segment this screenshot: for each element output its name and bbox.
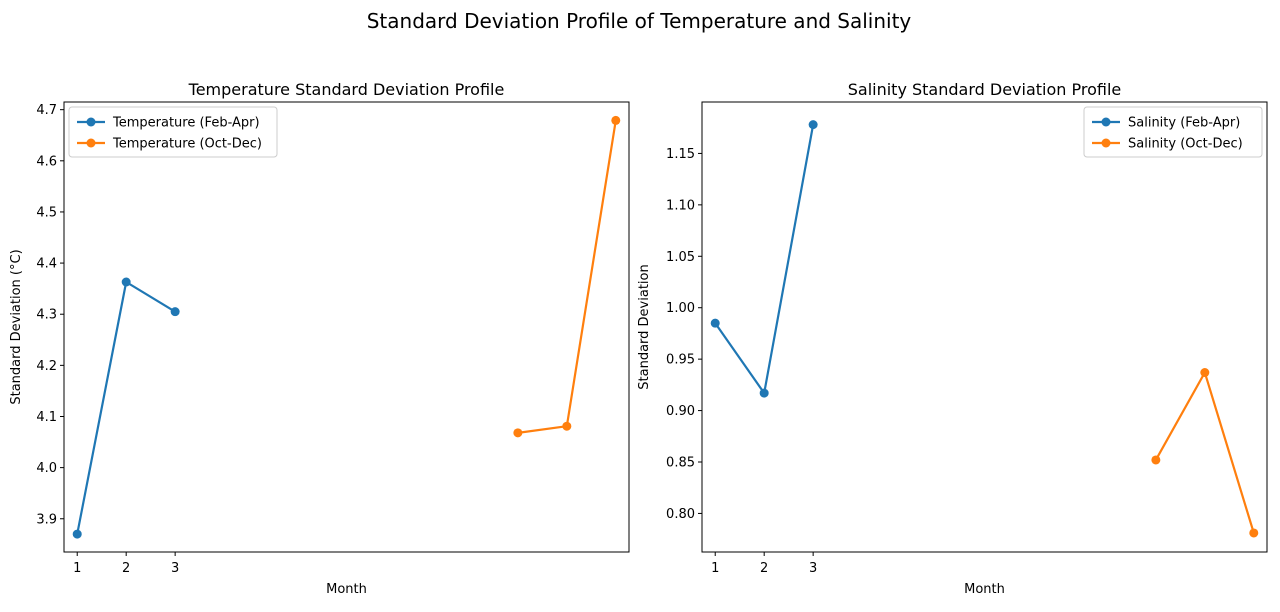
y-tick-label: 4.0 <box>36 461 57 476</box>
y-tick-label: 4.3 <box>36 308 57 323</box>
data-point <box>72 529 82 539</box>
y-tick-label: 0.90 <box>666 404 695 419</box>
data-point <box>170 307 180 317</box>
legend-box <box>68 106 278 158</box>
y-tick-label: 1.10 <box>666 198 695 213</box>
legend-marker <box>1101 117 1111 127</box>
data-point <box>513 428 523 438</box>
x-tick-label: 2 <box>122 561 130 576</box>
y-tick-label: 1.05 <box>666 250 695 265</box>
data-point <box>808 120 818 130</box>
legend-label: Temperature (Feb-Apr) <box>112 116 260 131</box>
series-2 <box>513 115 621 438</box>
chart-panel-1: Temperature Standard Deviation Profile 1 2… <box>9 80 630 597</box>
legend-marker <box>1101 138 1111 148</box>
legend: Temperature (Feb-Apr) Temperature (Oct-De… <box>68 106 278 158</box>
legend-label: Salinity (Feb-Apr) <box>1128 116 1240 131</box>
series-line <box>76 280 176 535</box>
plot-frame <box>63 101 630 553</box>
series-2 <box>1151 368 1259 538</box>
y-tick-label: 0.85 <box>666 456 695 471</box>
y-axis-label: Standard Deviation (°C) <box>9 249 24 404</box>
series-line <box>1154 371 1255 534</box>
legend-label: Temperature (Oct-Dec) <box>112 137 262 152</box>
series-1 <box>72 277 180 539</box>
x-tick-label: 1 <box>73 561 81 576</box>
legend: Salinity (Feb-Apr) Salinity (Oct-Dec) <box>1083 106 1263 158</box>
y-tick-label: 4.1 <box>36 410 57 425</box>
series-line <box>517 120 617 434</box>
series-line <box>714 124 815 395</box>
y-tick-label: 4.6 <box>36 154 57 169</box>
data-point <box>562 421 572 431</box>
x-tick-label: 1 <box>711 561 719 576</box>
y-tick-label: 1.00 <box>666 301 695 316</box>
x-tick-label: 3 <box>171 561 179 576</box>
x-axis-label: Month <box>964 582 1005 597</box>
legend-marker <box>86 138 96 148</box>
y-tick-label: 4.2 <box>36 359 57 374</box>
y-tick-label: 0.95 <box>666 353 695 368</box>
data-point <box>1200 368 1210 378</box>
y-tick-label: 3.9 <box>36 512 57 527</box>
x-axis-label: Month <box>326 582 367 597</box>
chart-panel-2: Salinity Standard Deviation Profile 1 2 3 0.… <box>637 80 1268 597</box>
legend-label: Salinity (Oct-Dec) <box>1128 137 1243 152</box>
series-1 <box>710 120 818 398</box>
y-tick-label: 4.4 <box>36 257 57 272</box>
data-point <box>710 318 720 328</box>
y-tick-label: 4.5 <box>36 205 57 220</box>
x-tick-label: 2 <box>760 561 768 576</box>
chart-title: Temperature Standard Deviation Profile <box>188 80 505 99</box>
data-point <box>121 277 131 287</box>
legend-marker <box>86 117 96 127</box>
chart-title: Salinity Standard Deviation Profile <box>848 80 1122 99</box>
data-point <box>611 115 621 125</box>
x-tick-label: 3 <box>809 561 817 576</box>
y-tick-label: 4.7 <box>36 103 57 118</box>
y-tick-label: 0.80 <box>666 507 695 522</box>
plot-frame <box>701 101 1268 553</box>
y-tick-label: 1.15 <box>666 147 695 162</box>
data-point <box>759 388 769 398</box>
data-point <box>1249 528 1259 538</box>
figure-title: Standard Deviation Profile of Temperatur… <box>367 9 912 33</box>
legend-box <box>1083 106 1263 158</box>
y-axis-label: Standard Deviation <box>637 264 652 389</box>
data-point <box>1151 455 1161 465</box>
